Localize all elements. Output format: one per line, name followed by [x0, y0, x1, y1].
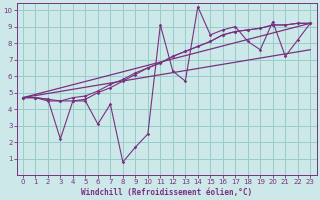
X-axis label: Windchill (Refroidissement éolien,°C): Windchill (Refroidissement éolien,°C) [81, 188, 252, 197]
